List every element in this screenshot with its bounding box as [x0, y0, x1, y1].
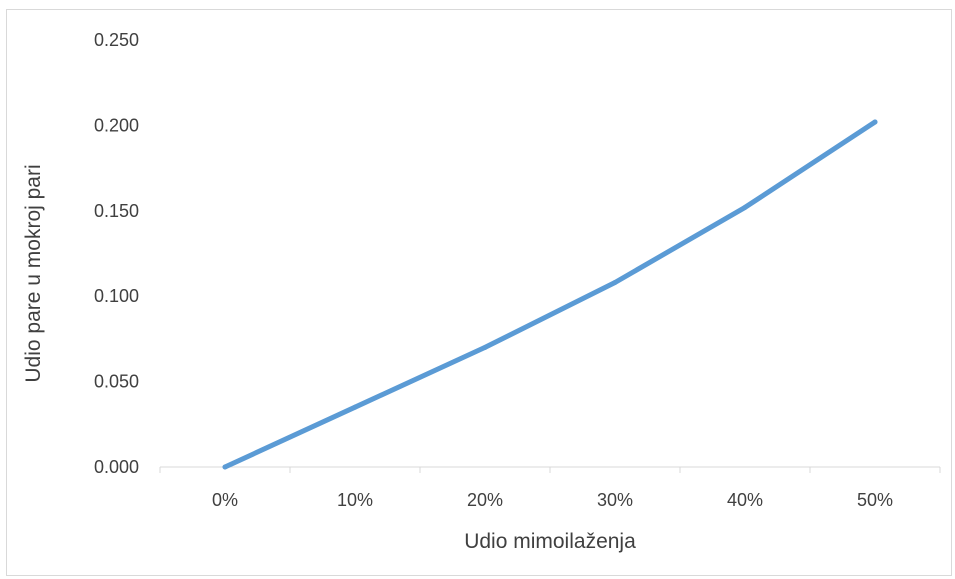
x-axis-title: Udio mimoilaženja — [464, 530, 636, 553]
y-axis-ticks: 0.000 0.050 0.100 0.150 0.200 0.250 — [94, 30, 139, 477]
x-tick-label: 20% — [467, 490, 503, 510]
data-point — [482, 344, 488, 350]
chart-area — [6, 9, 952, 576]
y-tick-label: 0.100 — [94, 286, 139, 306]
y-tick-label: 0.000 — [94, 457, 139, 477]
data-point — [612, 280, 618, 286]
y-tick-label: 0.150 — [94, 201, 139, 221]
x-tick-label: 40% — [727, 490, 763, 510]
y-tick-label: 0.200 — [94, 115, 139, 135]
series-group — [222, 119, 878, 470]
x-tick-label: 10% — [337, 490, 373, 510]
series-line — [222, 119, 878, 470]
y-axis-title: Udio pare u mokroj pari — [22, 164, 45, 382]
y-tick-label: 0.050 — [94, 372, 139, 392]
x-tick-label: 0% — [212, 490, 238, 510]
y-tick-label: 0.250 — [94, 30, 139, 50]
x-tick-label: 50% — [857, 490, 893, 510]
data-point — [742, 204, 748, 210]
x-tick-label: 30% — [597, 490, 633, 510]
data-point — [222, 464, 228, 470]
x-axis-tick-marks — [159, 467, 941, 473]
x-axis-ticks: 0% 10% 20% 30% 40% 50% — [212, 490, 893, 510]
data-point — [352, 404, 358, 410]
data-point — [872, 119, 878, 125]
